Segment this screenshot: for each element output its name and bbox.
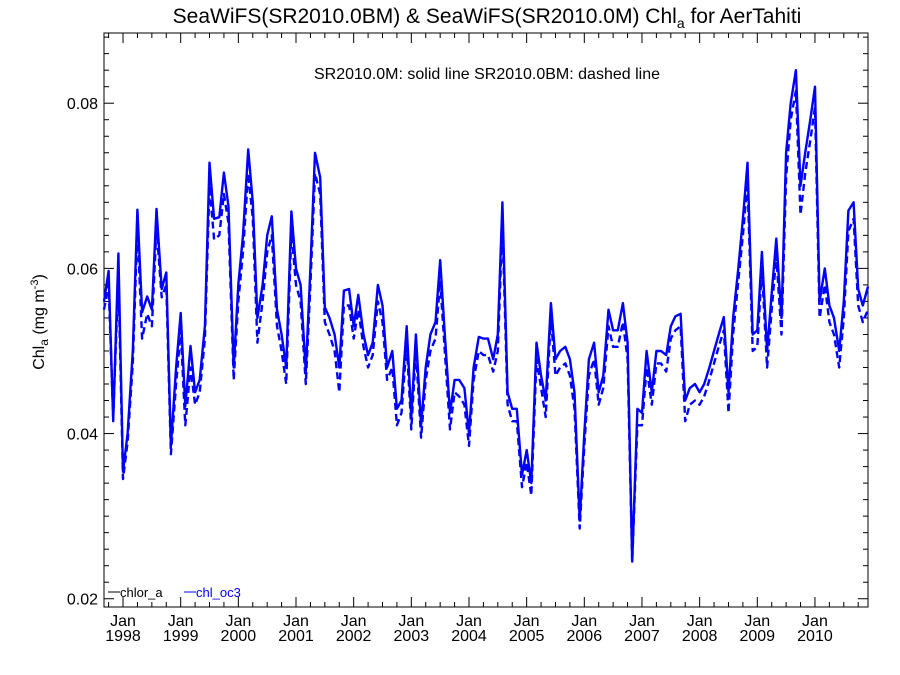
x-tick-year: 2000 xyxy=(221,628,257,645)
x-tick-month: Jan xyxy=(687,613,713,630)
x-tick-month: Jan xyxy=(225,613,251,630)
x-tick-year: 2009 xyxy=(739,628,775,645)
x-tick-year: 2002 xyxy=(336,628,372,645)
x-tick-month: Jan xyxy=(571,613,597,630)
x-tick-year: 2005 xyxy=(509,628,545,645)
x-tick-month: Jan xyxy=(802,613,828,630)
x-tick-year: 2006 xyxy=(567,628,603,645)
x-tick-month: Jan xyxy=(514,613,540,630)
x-tick-month: Jan xyxy=(629,613,655,630)
x-tick-year: 2010 xyxy=(797,628,833,645)
x-tick-year: 2007 xyxy=(624,628,660,645)
x-tick-month: Jan xyxy=(110,613,136,630)
y-tick-label: 0.08 xyxy=(67,96,98,113)
legend-chl-oc3: chl_oc3 xyxy=(196,585,241,600)
x-tick-year: 2004 xyxy=(451,628,487,645)
x-tick-year: 1999 xyxy=(163,628,199,645)
chart-title: SeaWiFS(SR2010.0BM) & SeaWiFS(SR2010.0M)… xyxy=(173,5,802,31)
x-tick-month: Jan xyxy=(744,613,770,630)
x-tick-year: 2001 xyxy=(278,628,314,645)
y-axis-label: Chla (mg m-3) xyxy=(29,274,51,370)
x-tick-year: 1998 xyxy=(105,628,141,645)
series-line-sr2010-0m-solid xyxy=(102,69,870,563)
y-tick-label: 0.02 xyxy=(67,592,98,609)
y-tick-label: 0.04 xyxy=(67,427,98,444)
x-tick-month: Jan xyxy=(456,613,482,630)
legend-chlor-a: chlor_a xyxy=(120,585,163,600)
x-tick-year: 2003 xyxy=(394,628,430,645)
plot-frame xyxy=(103,32,869,608)
series-group xyxy=(102,69,870,593)
x-tick-month: Jan xyxy=(168,613,194,630)
x-tick-year: 2008 xyxy=(682,628,718,645)
y-tick-label: 0.06 xyxy=(67,261,98,278)
axes-group: 0.020.040.060.08Jan1998Jan1999Jan2000Jan… xyxy=(67,32,869,645)
x-tick-month: Jan xyxy=(398,613,424,630)
line-style-annotation: SR2010.0M: solid line SR2010.0BM: dashed… xyxy=(314,66,660,83)
series-line-sr2010-0bm-dashed xyxy=(102,89,870,563)
x-tick-month: Jan xyxy=(341,613,367,630)
x-tick-month: Jan xyxy=(283,613,309,630)
